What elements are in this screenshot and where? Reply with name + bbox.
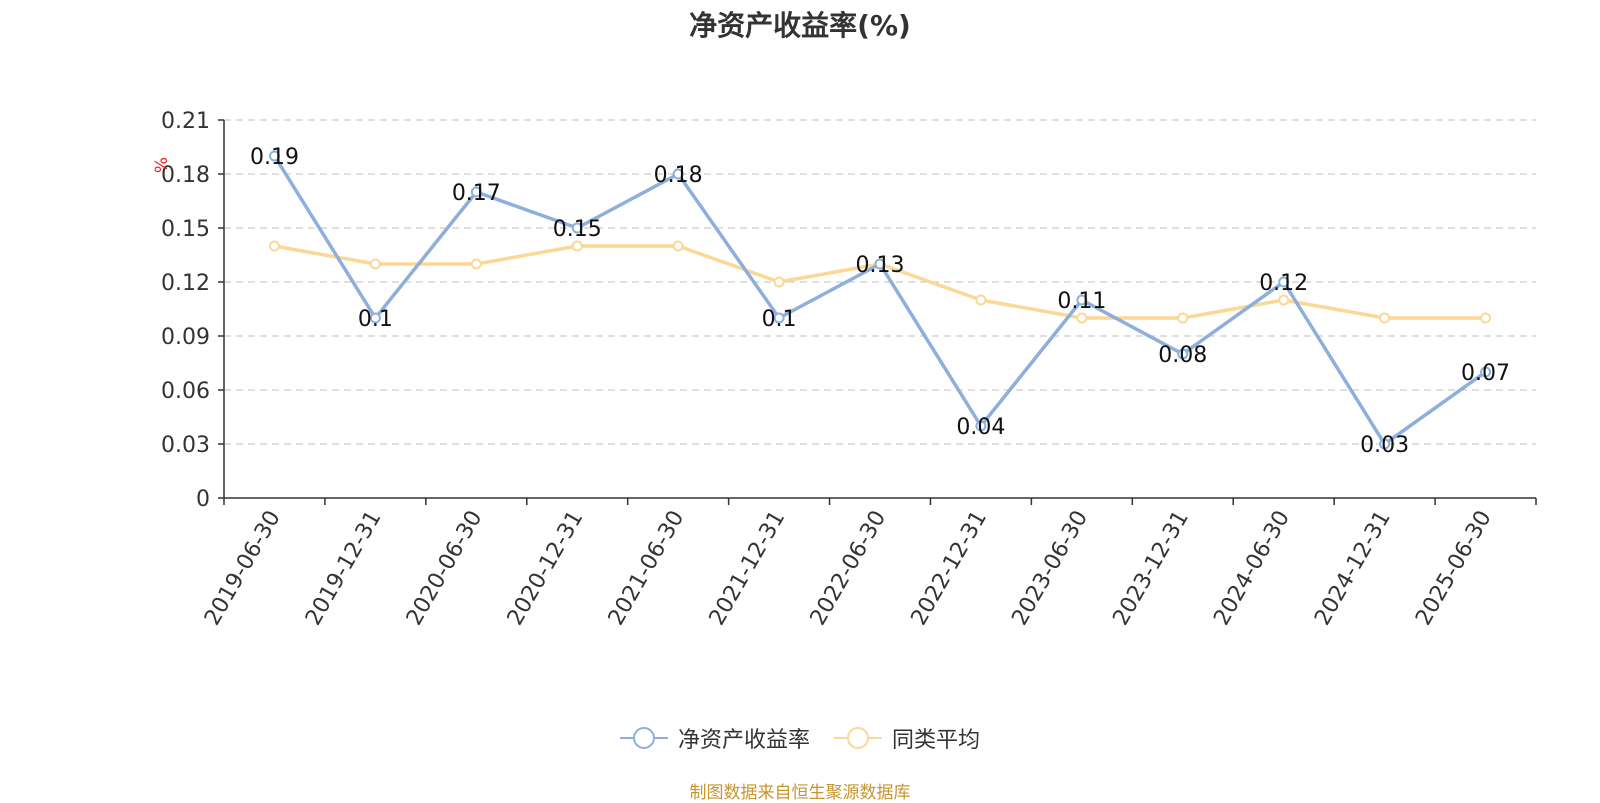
data-label-roe: 0.04: [956, 415, 1005, 440]
legend-item-roe[interactable]: 净资产收益率: [619, 722, 810, 754]
data-point-roe: [268, 150, 280, 162]
data-point-roe: [975, 420, 987, 432]
x-tick-label: 2020-06-30: [402, 507, 488, 630]
x-tick-label: 2019-06-30: [200, 507, 286, 630]
data-point-roe: [1177, 348, 1189, 360]
x-tick-label: 2022-12-31: [907, 507, 993, 630]
data-label-roe: 0.12: [1259, 271, 1308, 296]
x-tick-label: 2021-12-31: [705, 507, 791, 630]
legend-label-roe: 净资产收益率: [677, 728, 810, 753]
legend: 净资产收益率 同类平均: [0, 722, 1600, 754]
x-tick-label: 2022-06-30: [806, 507, 892, 630]
y-tick-label: 0.15: [161, 217, 210, 242]
chart-title: 净资产收益率(%): [689, 9, 911, 42]
legend-item-peer-average[interactable]: 同类平均: [834, 722, 980, 754]
series-lines: [268, 150, 1492, 450]
data-point-peer-average: [1480, 312, 1492, 324]
y-tick-label: 0.21: [161, 109, 210, 134]
data-point-roe: [1480, 366, 1492, 378]
source-note: 制图数据来自恒生聚源数据库: [689, 783, 911, 803]
data-point-peer-average: [1379, 312, 1391, 324]
x-tick-label: 2019-12-31: [301, 507, 387, 630]
data-label-roe: 0.15: [553, 217, 602, 242]
data-point-roe: [672, 168, 684, 180]
data-point-peer-average: [470, 258, 482, 270]
data-label-roe: 0.13: [856, 253, 905, 278]
y-tick-label: 0.06: [161, 379, 210, 404]
x-tick-label: 2023-06-30: [1007, 507, 1093, 630]
data-point-peer-average: [1177, 312, 1189, 324]
data-point-peer-average: [773, 276, 785, 288]
x-tick-label: 2021-06-30: [604, 507, 690, 630]
data-label-roe: 0.18: [654, 163, 703, 188]
data-labels: 0.19 0.1 0.17 0.15 0.18 0.1 0.13 0.04 0.11 0.08 0.…: [250, 145, 1510, 458]
data-point-roe: [369, 312, 381, 324]
gridlines: [224, 119, 1536, 445]
data-point-peer-average: [1076, 312, 1088, 324]
y-tick-label: 0.12: [161, 271, 210, 296]
data-point-peer-average: [369, 258, 381, 270]
x-tick-label: 2023-12-31: [1108, 507, 1194, 630]
data-label-roe: 0.1: [762, 307, 797, 332]
x-tick-label: 2025-06-30: [1411, 507, 1497, 630]
data-point-peer-average: [672, 240, 684, 252]
y-tick-label: 0: [196, 487, 210, 512]
data-label-roe: 0.11: [1057, 289, 1106, 314]
data-label-roe: 0.1: [358, 307, 393, 332]
y-tick-label: 0.03: [161, 433, 210, 458]
data-label-roe: 0.07: [1461, 361, 1510, 386]
data-point-roe: [1278, 276, 1290, 288]
data-point-roe: [571, 222, 583, 234]
data-point-roe: [1379, 438, 1391, 450]
data-label-roe: 0.03: [1360, 433, 1409, 458]
data-label-roe: 0.17: [452, 181, 501, 206]
data-point-roe: [773, 312, 785, 324]
x-tick-label: 2024-06-30: [1209, 507, 1295, 630]
y-tick-label: 0.09: [161, 325, 210, 350]
data-label-roe: 0.19: [250, 145, 299, 170]
data-label-roe: 0.08: [1158, 343, 1207, 368]
x-tick-label: 2020-12-31: [503, 507, 589, 630]
y-axis-unit-label: %: [152, 157, 172, 173]
data-point-roe: [470, 186, 482, 198]
y-tick-label: 0.18: [161, 163, 210, 188]
data-point-roe: [874, 258, 886, 270]
data-point-peer-average: [268, 240, 280, 252]
x-tick-label: 2024-12-31: [1310, 507, 1396, 630]
legend-average-marker-icon: [834, 727, 882, 749]
legend-roe-marker-icon: [619, 727, 668, 749]
legend-label-peer-average: 同类平均: [892, 728, 981, 753]
data-point-peer-average: [571, 240, 583, 252]
data-point-roe: [1076, 294, 1088, 306]
data-point-peer-average: [1278, 294, 1290, 306]
axes: 0 0.03 0.06 0.09 0.12 0.15 0.18 0.21% 2019-06-30…: [152, 109, 1537, 630]
data-point-peer-average: [975, 294, 987, 306]
